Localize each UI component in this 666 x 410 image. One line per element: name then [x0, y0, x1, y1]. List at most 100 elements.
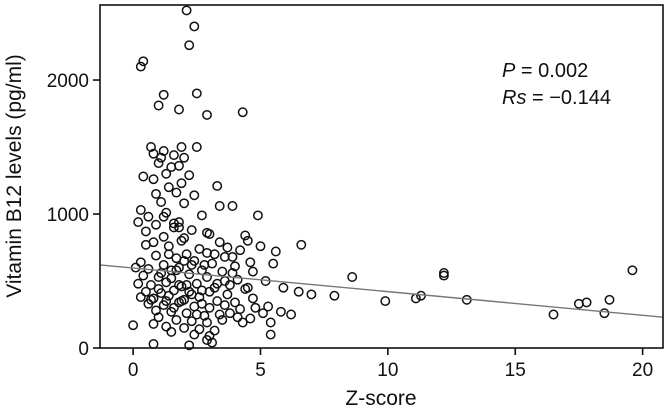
data-point [135, 205, 146, 215]
data-point [161, 321, 172, 332]
data-point [599, 308, 610, 319]
data-point [189, 329, 200, 340]
data-point [171, 314, 182, 325]
data-point [245, 257, 256, 268]
data-point [380, 296, 391, 307]
data-point [151, 250, 161, 261]
data-point [240, 230, 251, 241]
data-point [168, 285, 179, 296]
data-point [184, 40, 195, 51]
data-point [230, 297, 240, 308]
data-point [143, 211, 154, 222]
data-point [168, 222, 179, 233]
data-point [146, 280, 156, 290]
data-point [189, 190, 200, 201]
data-point [140, 239, 151, 250]
rs-symbol: Rs [502, 87, 526, 109]
data-point [163, 290, 174, 301]
data-point [235, 245, 246, 256]
data-point [184, 340, 195, 351]
data-point [161, 277, 172, 288]
data-point [214, 237, 225, 248]
data-point [222, 242, 233, 253]
x-tick-label: 20 [632, 360, 653, 381]
data-point [135, 61, 146, 72]
data-point [219, 300, 230, 311]
data-point [347, 272, 358, 282]
data-point [179, 152, 190, 163]
data-point [270, 246, 281, 257]
p-symbol: P [502, 60, 516, 82]
y-tick-label: 0 [78, 339, 89, 360]
data-point [306, 289, 317, 300]
data-point [179, 233, 190, 244]
data-point [232, 312, 243, 323]
rs-value: = −0.144 [526, 87, 611, 109]
data-point [548, 309, 559, 320]
data-point [135, 257, 146, 268]
data-point [199, 259, 210, 270]
data-point [293, 286, 304, 297]
data-point [174, 222, 184, 233]
data-point [179, 255, 190, 266]
data-point [212, 180, 223, 191]
data-point [627, 265, 638, 276]
data-point [212, 278, 223, 289]
data-point [179, 198, 190, 209]
data-point [194, 243, 205, 254]
data-point [250, 302, 261, 313]
data-point [156, 152, 167, 163]
data-point [286, 309, 297, 320]
data-point [255, 241, 266, 252]
data-point [146, 294, 156, 305]
data-point [209, 325, 220, 336]
x-tick-label: 0 [128, 360, 139, 381]
data-point [263, 301, 274, 312]
data-point [153, 284, 164, 294]
data-point [158, 89, 169, 100]
data-point [176, 235, 187, 246]
data-point [128, 320, 139, 331]
data-point [245, 313, 256, 324]
data-point [174, 280, 184, 290]
plot-frame [99, 4, 664, 349]
data-point [176, 296, 187, 307]
data-point [161, 296, 172, 307]
data-point [194, 292, 205, 303]
data-point [148, 174, 159, 185]
data-point [158, 231, 169, 242]
data-point [179, 322, 190, 333]
data-point [158, 146, 169, 156]
data-point [217, 314, 228, 325]
data-point [168, 150, 179, 161]
data-point [186, 316, 197, 327]
data-point [156, 197, 167, 207]
data-point [174, 217, 184, 228]
data-point [247, 293, 258, 304]
data-point [191, 278, 202, 289]
data-point [191, 88, 202, 99]
data-point [202, 317, 212, 328]
data-point [237, 107, 248, 118]
data-point [189, 21, 200, 32]
data-point [278, 282, 289, 293]
data-point [581, 297, 592, 308]
data-point [176, 178, 187, 189]
data-point [212, 296, 223, 307]
regression-line [99, 264, 664, 318]
data-point [196, 285, 207, 296]
data-point [242, 235, 253, 246]
data-point [186, 259, 197, 270]
x-axis-label: Z-score [345, 387, 416, 410]
data-point [194, 324, 205, 335]
data-point [204, 229, 215, 240]
data-point [138, 270, 149, 281]
data-point [230, 261, 240, 272]
data-point [252, 210, 263, 221]
data-point [186, 225, 197, 236]
y-axis-label: Vitamin B12 levels (pg/ml) [3, 54, 26, 298]
x-tick-label: 10 [377, 360, 398, 381]
x-tick-label: 15 [505, 360, 526, 381]
